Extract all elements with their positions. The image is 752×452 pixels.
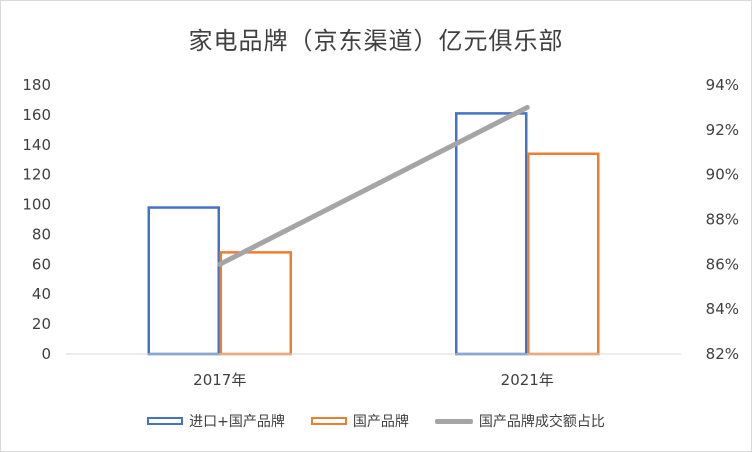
left-tick-label: 60: [32, 255, 51, 273]
legend-item-import-domestic: 进口+国产品牌: [147, 411, 285, 431]
bar-domestic-1: [527, 152, 600, 356]
legend-swatch-orange: [310, 417, 347, 425]
left-tick-label: 0: [41, 345, 51, 363]
category-label: 2021年: [501, 371, 554, 389]
category-labels: 2017年 2021年: [193, 371, 554, 389]
bar-group: [147, 112, 600, 356]
legend-label: 国产品牌成交额占比: [478, 414, 605, 430]
right-tick-label: 90%: [706, 166, 739, 184]
left-tick-label: 80: [32, 225, 51, 243]
chart-legend: 进口+国产品牌 国产品牌 国产品牌成交额占比: [1, 411, 751, 431]
bar-domestic-0: [219, 251, 292, 356]
left-axis-ticks: 0 20 40 60 80 100 120 140 160 180: [22, 76, 51, 363]
line-group: [217, 104, 530, 267]
legend-item-domestic-share: 国产品牌成交额占比: [434, 411, 605, 431]
left-tick-label: 100: [22, 196, 51, 214]
right-tick-label: 88%: [706, 211, 739, 229]
left-tick-label: 180: [22, 76, 51, 94]
chart-plot: 0 20 40 60 80 100 120 140 160 180 82% 84% 86% 88% 90%…: [22, 76, 739, 389]
legend-label: 进口+国产品牌: [189, 414, 285, 430]
line-domestic-share: [217, 104, 530, 267]
right-tick-label: 94%: [706, 76, 739, 94]
right-tick-label: 82%: [706, 345, 739, 363]
right-tick-label: 84%: [706, 300, 739, 318]
legend-item-domestic: 国产品牌: [310, 411, 409, 431]
right-tick-label: 86%: [706, 255, 739, 273]
chart-title: 家电品牌（京东渠道）亿元俱乐部: [188, 27, 564, 55]
bar-import-domestic-0: [147, 206, 220, 356]
bar-import-domestic-1: [455, 112, 528, 356]
left-tick-label: 140: [22, 136, 51, 154]
left-tick-label: 120: [22, 166, 51, 184]
left-tick-label: 20: [32, 315, 51, 333]
legend-label: 国产品牌: [352, 414, 409, 430]
right-tick-label: 92%: [706, 121, 739, 139]
legend-swatch-blue: [147, 417, 184, 425]
left-tick-label: 160: [22, 106, 51, 124]
right-axis-ticks: 82% 84% 86% 88% 90% 92% 94%: [706, 76, 739, 363]
category-label: 2017年: [193, 371, 246, 389]
legend-swatch-gray-line: [434, 418, 473, 424]
left-tick-label: 40: [32, 285, 51, 303]
